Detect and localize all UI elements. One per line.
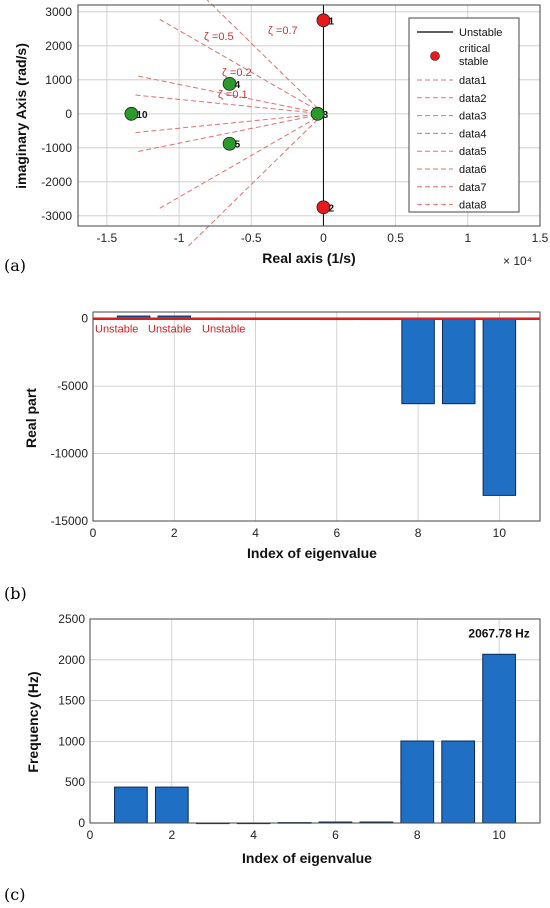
x-tick-label-a: 1 bbox=[464, 231, 471, 245]
bar bbox=[401, 318, 435, 405]
y-tick-label-a: 3000 bbox=[45, 5, 72, 19]
bar bbox=[482, 318, 517, 496]
y-tick-label-b: -15000 bbox=[51, 514, 89, 528]
x-tick-label-a: -1 bbox=[174, 231, 185, 245]
legend-label: stable bbox=[459, 56, 488, 68]
x-multiplier: × 10⁴ bbox=[503, 254, 532, 268]
pole-point bbox=[316, 200, 331, 215]
zeta-label: ζ =0.2 bbox=[222, 67, 252, 79]
zeta-label: ζ =0.7 bbox=[268, 25, 298, 37]
plot-frame-c bbox=[89, 618, 541, 824]
pole-point bbox=[222, 136, 237, 151]
x-tick-label-b: 0 bbox=[90, 526, 97, 540]
bar bbox=[400, 740, 435, 824]
pole-label: 10 bbox=[136, 110, 148, 121]
y-tick-label-c: 0 bbox=[78, 816, 85, 830]
pole-label: 2 bbox=[328, 203, 334, 214]
unstable-label: Unstable bbox=[95, 324, 138, 336]
legend-label: data8 bbox=[459, 200, 487, 212]
bar bbox=[441, 740, 476, 824]
x-tick-label-a: 0.5 bbox=[387, 231, 404, 245]
x-axis-label-c: Index of eigenvalue bbox=[242, 850, 372, 866]
legend-box bbox=[408, 17, 520, 213]
bar bbox=[154, 786, 189, 824]
x-tick-label-b: 2 bbox=[171, 526, 178, 540]
y-tick-label-a: 1000 bbox=[45, 73, 72, 87]
y-tick-label-c: 500 bbox=[65, 775, 85, 789]
panel-label-b: (b) bbox=[4, 584, 27, 603]
y-tick-label-b: -10000 bbox=[51, 447, 89, 461]
legend-swatch-critical bbox=[430, 51, 440, 61]
zeta-label: ζ =0.1 bbox=[218, 89, 248, 101]
x-axis-label-a: Real axis (1/s) bbox=[262, 250, 355, 266]
y-axis-label-a: imaginary Axis (rad/s) bbox=[13, 43, 29, 189]
pole-label: 5 bbox=[235, 140, 241, 151]
y-tick-label-c: 1000 bbox=[58, 734, 85, 748]
peak-annotation: 2067.78 Hz bbox=[468, 626, 529, 640]
pole-label: 1 bbox=[328, 16, 334, 27]
legend-label: Unstable bbox=[459, 27, 502, 39]
zeta-label: ζ =0.5 bbox=[204, 31, 234, 43]
x-tick-label-b: 10 bbox=[493, 526, 507, 540]
legend-label: data5 bbox=[459, 146, 487, 158]
x-tick-label-b: 8 bbox=[415, 526, 422, 540]
y-axis-label-c: Frequency (Hz) bbox=[25, 671, 41, 772]
legend-label: data2 bbox=[459, 93, 487, 105]
unstable-label: Unstable bbox=[148, 324, 191, 336]
legend-label: data7 bbox=[459, 182, 487, 194]
x-tick-label-c: 4 bbox=[250, 828, 257, 842]
pole-point bbox=[222, 76, 237, 91]
legend-label: data3 bbox=[459, 111, 487, 123]
y-tick-label-b: -5000 bbox=[57, 379, 88, 393]
panel-label-a: (a) bbox=[4, 256, 26, 275]
unstable-label: Unstable bbox=[202, 324, 245, 336]
y-tick-label-a: 0 bbox=[65, 107, 72, 121]
x-tick-label-b: 6 bbox=[333, 526, 340, 540]
legend-label: data6 bbox=[459, 164, 487, 176]
panel-label-c: (c) bbox=[4, 885, 25, 904]
pole-point bbox=[124, 106, 139, 121]
x-tick-label-a: 0 bbox=[320, 231, 327, 245]
x-tick-label-c: 10 bbox=[492, 828, 506, 842]
plot-frame-a bbox=[77, 4, 541, 227]
x-tick-label-a: -1.5 bbox=[97, 231, 118, 245]
pole-label: 4 bbox=[235, 80, 241, 91]
bar bbox=[114, 786, 148, 824]
x-tick-label-c: 6 bbox=[332, 828, 339, 842]
legend-label: data4 bbox=[459, 128, 487, 140]
pole-label: 3 bbox=[323, 110, 329, 121]
pole-point bbox=[316, 13, 331, 28]
pole-point bbox=[310, 106, 325, 121]
x-tick-label-a: -0.5 bbox=[241, 231, 262, 245]
y-tick-label-b: 0 bbox=[81, 312, 88, 326]
y-tick-label-c: 2500 bbox=[58, 612, 85, 626]
y-axis-label-b: Real part bbox=[23, 388, 39, 448]
legend-label: data1 bbox=[459, 75, 487, 87]
x-tick-label-a: 1.5 bbox=[532, 231, 549, 245]
x-tick-label-b: 4 bbox=[252, 526, 259, 540]
y-tick-label-a: -3000 bbox=[41, 209, 72, 223]
x-tick-label-c: 2 bbox=[168, 828, 175, 842]
y-tick-label-c: 1500 bbox=[58, 694, 85, 708]
x-tick-label-c: 8 bbox=[414, 828, 421, 842]
y-tick-label-a: 2000 bbox=[45, 39, 72, 53]
y-tick-label-a: -2000 bbox=[41, 175, 72, 189]
y-tick-label-a: -1000 bbox=[41, 141, 72, 155]
y-tick-label-c: 2000 bbox=[58, 653, 85, 667]
bar bbox=[482, 653, 516, 824]
legend-label: critical bbox=[459, 43, 490, 55]
plot-frame-b bbox=[92, 311, 541, 522]
x-axis-label-b: Index of eigenvalue bbox=[247, 545, 377, 561]
x-tick-label-c: 0 bbox=[87, 828, 94, 842]
bar bbox=[441, 318, 476, 405]
